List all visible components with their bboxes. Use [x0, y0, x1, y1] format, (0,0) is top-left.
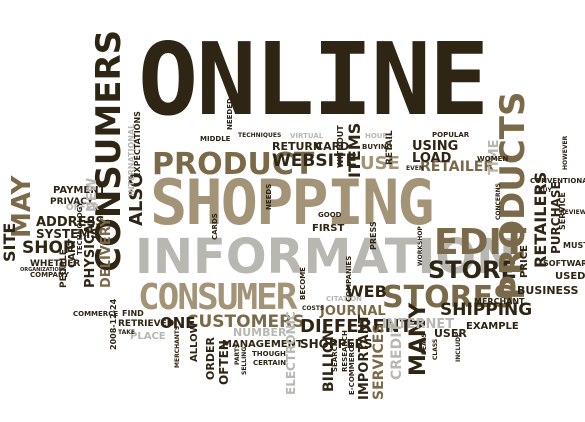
- word-example: EXAMPLE: [466, 321, 519, 332]
- word-without: WITHOUT: [336, 125, 345, 168]
- word-web: WEB: [346, 282, 387, 301]
- word-use: USE: [360, 153, 400, 174]
- word-women: WOMEN: [477, 155, 509, 163]
- word-order: ORDER: [204, 337, 217, 380]
- word-commerce: COMMERCE: [73, 310, 119, 318]
- word-retrieved: RETRIEVED: [118, 319, 175, 329]
- word-shipping: SHIPPING: [440, 300, 533, 320]
- word-price: PRICE: [519, 245, 530, 278]
- word-important: IMPORTANT: [357, 314, 372, 400]
- word-services: SERVICES: [371, 323, 387, 400]
- word-organizations: ORGANIZATIONS: [20, 267, 67, 273]
- word-conventional: CONVENTIONAL: [530, 177, 585, 185]
- word-take: TAKE: [118, 329, 136, 336]
- word-retailer: RETAILER: [420, 159, 495, 175]
- word-offer: OFFER: [66, 203, 100, 213]
- word-first: FIRST: [312, 223, 345, 234]
- word-merchants: MERCHANTS: [174, 325, 181, 368]
- word-citation: CITATION: [326, 295, 363, 303]
- word-online: ONLINE: [138, 21, 489, 138]
- word-website: WEBSITE: [272, 151, 358, 171]
- word-techniques: TECHNIQUES: [238, 132, 282, 139]
- word-press: PRESS: [369, 221, 378, 250]
- word-search: SEARCH: [331, 340, 339, 372]
- word-customers: CUSTOMERS: [186, 312, 305, 332]
- word-payment: PAYMENT: [53, 185, 106, 196]
- word-journal: JOURNAL: [320, 304, 386, 319]
- word-international: INTERNATIONAL: [127, 123, 136, 196]
- word-must: MUST: [563, 241, 585, 250]
- word-concerns: CONCERNS: [495, 183, 502, 220]
- word-card: CARD: [315, 140, 350, 153]
- word-retail: RETAIL: [385, 130, 395, 165]
- word-used: USED: [555, 271, 585, 282]
- word-popular: POPULAR: [432, 131, 470, 139]
- word-ecommerce: E-COMMERCE: [348, 342, 356, 395]
- word-software: SOFTWARE: [543, 259, 585, 268]
- word-physical: PHYSICAL: [83, 216, 98, 288]
- word-information: INFORMATION: [135, 229, 517, 285]
- word-include: INCLUDE: [455, 332, 462, 362]
- word-needs: NEEDS: [265, 183, 273, 210]
- word-merchant: MERCHANT: [474, 297, 525, 306]
- word-using: USING: [412, 139, 459, 154]
- word-consumer: CONSUMER: [138, 277, 297, 318]
- word-costs: COSTS: [302, 305, 325, 312]
- word-virtual: VIRTUAL: [290, 132, 324, 140]
- word-number: NUMBER: [233, 326, 287, 339]
- word-technology: TECHNOLOGY: [76, 201, 84, 255]
- word-buying: BUYING: [362, 143, 393, 151]
- word-certain: CERTAIN: [253, 359, 287, 367]
- word-class: CLASS: [432, 338, 439, 360]
- word-privacy: PRIVACY: [50, 197, 94, 207]
- word-company: COMPANY: [30, 271, 69, 279]
- word-return: RETURN: [272, 140, 323, 153]
- word-management: MANAGEMENT: [222, 339, 303, 350]
- word-electronic: ELECTRONIC: [284, 311, 298, 395]
- word-often: OFTEN: [217, 340, 231, 385]
- word-shopping: SHOPPING: [150, 166, 435, 239]
- word-one: ONE: [160, 314, 196, 332]
- word-needed: NEEDED: [226, 98, 234, 130]
- word-edit: EDIT: [434, 222, 527, 263]
- word-however: HOWEVER: [562, 135, 569, 170]
- word-shoppers: SHOPPERS: [300, 337, 373, 351]
- word-companies: COMPANIES: [345, 255, 353, 302]
- word-user: USER: [434, 327, 467, 340]
- word-buy: BUY: [538, 187, 552, 194]
- word-hours: HOURS: [365, 132, 393, 140]
- word-selling: SELLING: [241, 346, 248, 375]
- word-store: STORE: [428, 256, 517, 284]
- word-allow: ALLOW: [189, 322, 200, 362]
- word-become: BECOME: [299, 267, 307, 300]
- word-internet: INTERNET: [382, 317, 455, 332]
- word-deals: DEALS: [421, 333, 428, 355]
- word-place: PLACE: [130, 331, 166, 342]
- word-even: EVEN: [406, 165, 424, 172]
- word-reviews: REVIEWS: [560, 209, 585, 216]
- word-different: DIFFERENT: [300, 316, 413, 337]
- word-middle: MIDDLE: [200, 135, 231, 143]
- word-load: LOAD: [412, 151, 452, 166]
- word-though: THOUGH: [252, 350, 286, 358]
- word-workshop: WORKSHOP: [417, 226, 424, 266]
- word-date: 2008-12-24: [109, 298, 118, 350]
- word-good: GOOD: [318, 211, 342, 219]
- word-whether: WHETHER: [30, 259, 81, 269]
- word-business: BUSINESS: [517, 284, 579, 297]
- word-address: ADDRESS: [36, 215, 105, 230]
- word-shop: SHOP: [22, 238, 76, 258]
- word-product: PRODUCT: [152, 147, 315, 182]
- word-delivery: DELIVERY: [99, 217, 114, 288]
- word-stores: STORES: [382, 280, 515, 315]
- word-find: FIND: [122, 309, 144, 318]
- word-cards: CARDS: [211, 213, 219, 240]
- word-systems: SYSTEMS: [36, 227, 99, 241]
- word-site: SITE: [0, 222, 19, 262]
